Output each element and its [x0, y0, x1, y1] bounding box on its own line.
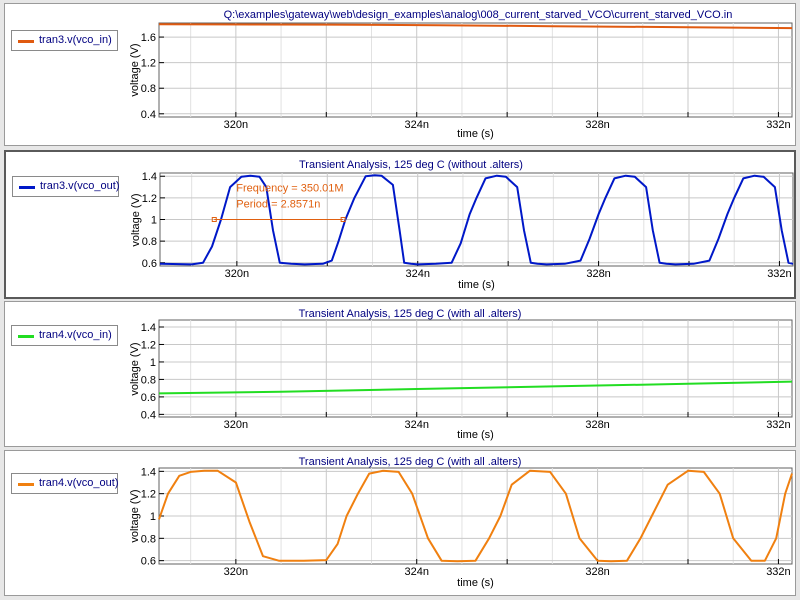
y-tick-label: 1: [151, 215, 157, 227]
legend-swatch-4: [18, 483, 34, 486]
y-tick-label: 1.2: [141, 58, 156, 70]
y-tick-label: 0.6: [141, 392, 156, 404]
y-tick-label: 1.4: [141, 322, 156, 334]
plot-area: [158, 319, 793, 418]
y-axis-label: voltage (V): [130, 193, 142, 246]
period-marker-start: [211, 217, 217, 222]
y-tick-label: 1.4: [141, 466, 156, 478]
legend-swatch-3: [18, 335, 34, 338]
y-tick-label: 0.8: [141, 533, 156, 545]
legend-label-1: tran3.v(vco_in): [39, 34, 112, 46]
x-axis-label: time (s): [457, 128, 494, 140]
y-tick-label: 0.6: [141, 556, 156, 568]
chart-svg-4: 320n 324n 328n 332n 0.6 0.8 1 1.2 1.4 Transient A…: [129, 456, 793, 589]
legend-entry-3[interactable]: tran4.v(vco_in): [11, 325, 118, 346]
period-label: Period = 2.8571n: [236, 199, 320, 211]
y-tick-label: 1.2: [141, 489, 156, 501]
plot-title: Transient Analysis, 125 deg C (with all …: [299, 308, 522, 320]
chart-svg-2: 320n 324n 328n 332n 0.6 0.8 1 1.2 1.4 Transient A…: [130, 159, 794, 291]
legend-label-3: tran4.v(vco_in): [39, 329, 112, 341]
x-tick-label: 324n: [404, 419, 428, 431]
frequency-label: Frequency = 350.01M: [236, 183, 343, 195]
y-axis-label: voltage (V): [129, 342, 141, 395]
x-tick-label: 320n: [224, 419, 248, 431]
x-axis-label: time (s): [457, 577, 494, 589]
y-tick-label: 0.6: [142, 258, 157, 270]
legend-entry-2[interactable]: tran3.v(vco_out): [12, 176, 119, 197]
plot-area: [158, 22, 793, 118]
y-tick-label: 1: [150, 357, 156, 369]
legend-label-2: tran3.v(vco_out): [40, 180, 120, 192]
x-tick-label: 328n: [586, 268, 610, 280]
series-line: [158, 469, 793, 563]
legend-swatch-2: [19, 186, 35, 189]
plot-title: Transient Analysis, 125 deg C (without .…: [299, 159, 523, 171]
legend-swatch-1: [18, 40, 34, 43]
x-tick-label: 320n: [224, 119, 248, 131]
x-axis-label: time (s): [458, 279, 495, 291]
y-tick-label: 0.4: [141, 109, 156, 121]
y-tick-label: 1.2: [142, 193, 157, 205]
legend-entry-4[interactable]: tran4.v(vco_out): [11, 473, 118, 494]
y-tick-label: 0.8: [141, 83, 156, 95]
x-tick-label: 332n: [767, 268, 791, 280]
x-tick-label: 332n: [766, 566, 790, 578]
y-tick-label: 0.8: [142, 236, 157, 248]
plot-title: Q:\examples\gateway\web\design_examples\…: [224, 9, 733, 21]
x-tick-label: 328n: [585, 419, 609, 431]
x-axis-label: time (s): [457, 429, 494, 441]
x-tick-label: 332n: [766, 419, 790, 431]
y-axis-label: voltage (V): [129, 489, 141, 542]
legend-entry-1[interactable]: tran3.v(vco_in): [11, 30, 118, 51]
series-line: [158, 380, 793, 395]
y-tick-label: 0.8: [141, 374, 156, 386]
x-tick-label: 328n: [585, 119, 609, 131]
series-line: [159, 174, 794, 266]
plot-panel-4[interactable]: 320n 324n 328n 332n 0.6 0.8 1 1.2 1.4 Transient A…: [4, 450, 796, 596]
plot-panel-2[interactable]: 320n 324n 328n 332n 0.6 0.8 1 1.2 1.4 Transient A…: [4, 150, 796, 299]
series-line: [158, 23, 793, 30]
y-tick-label: 1.2: [141, 339, 156, 351]
x-tick-label: 328n: [585, 566, 609, 578]
plot-title: Transient Analysis, 125 deg C (with all …: [299, 456, 522, 468]
plot-panel-3[interactable]: 320n 324n 328n 332n 0.4 0.6 0.8 1 1.2 1.4 Transien…: [4, 301, 796, 447]
x-tick-label: 324n: [404, 566, 428, 578]
y-tick-label: 1.4: [142, 171, 157, 183]
period-marker-end: [340, 217, 346, 222]
legend-label-4: tran4.v(vco_out): [39, 477, 119, 489]
plot-panel-1[interactable]: 320n 324n 328n 332n 0.4 0.8 1.2 1.6 Q:\examples\…: [4, 3, 796, 146]
x-tick-label: 320n: [225, 268, 249, 280]
y-axis-label: voltage (V): [129, 43, 141, 96]
x-tick-label: 320n: [224, 566, 248, 578]
y-tick-label: 0.4: [141, 409, 156, 421]
chart-svg-1: 320n 324n 328n 332n 0.4 0.8 1.2 1.6 Q:\examples\…: [129, 9, 793, 140]
x-tick-label: 332n: [766, 119, 790, 131]
x-tick-label: 324n: [405, 268, 429, 280]
y-tick-label: 1.6: [141, 32, 156, 44]
y-tick-label: 1: [150, 511, 156, 523]
x-tick-label: 324n: [404, 119, 428, 131]
chart-svg-3: 320n 324n 328n 332n 0.4 0.6 0.8 1 1.2 1.4 Transien…: [129, 308, 793, 441]
